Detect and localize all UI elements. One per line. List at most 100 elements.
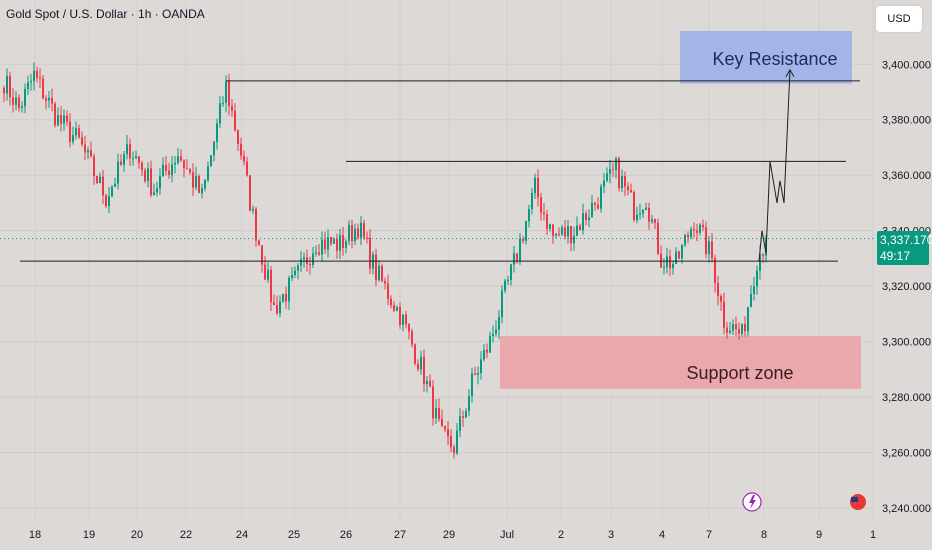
candle: [150, 168, 152, 195]
countdown-timer: 49:17: [880, 249, 911, 263]
candle: [546, 213, 548, 229]
candle: [126, 144, 128, 155]
x-tick-label: 29: [443, 529, 455, 541]
candle: [408, 324, 410, 332]
candle: [165, 164, 167, 171]
candle: [441, 419, 443, 427]
currency-button[interactable]: USD: [876, 6, 922, 32]
candle: [42, 78, 44, 99]
x-tick-label: 18: [29, 529, 41, 541]
candle: [504, 280, 506, 291]
candle: [282, 294, 284, 302]
candle: [579, 225, 581, 231]
candle: [117, 161, 119, 184]
candle: [534, 177, 536, 193]
candle: [438, 407, 440, 420]
candle: [186, 168, 188, 170]
y-tick-label: 3,300.000: [882, 337, 931, 349]
candle: [495, 329, 497, 334]
candle: [663, 266, 665, 268]
candle: [63, 115, 65, 124]
candle: [222, 102, 224, 104]
candle: [450, 436, 452, 447]
candle: [657, 222, 659, 254]
candle: [18, 97, 20, 108]
candle: [261, 245, 263, 265]
candle: [177, 156, 179, 163]
candle: [75, 128, 77, 136]
candle: [369, 238, 371, 269]
candle: [312, 253, 314, 266]
candle: [459, 416, 461, 431]
candle: [621, 176, 623, 188]
candle: [747, 307, 749, 332]
candle: [48, 97, 50, 101]
drawings[interactable]: [0, 68, 876, 262]
candle: [132, 158, 134, 160]
candle: [159, 175, 161, 189]
candle: [21, 106, 23, 108]
candle: [360, 222, 362, 238]
candle: [357, 228, 359, 238]
candle: [474, 373, 476, 375]
candle: [501, 290, 503, 318]
resistance-zone: [680, 30, 852, 84]
candle: [348, 224, 350, 242]
candle: [354, 228, 356, 242]
x-tick-label: 4: [659, 529, 665, 541]
candle: [699, 224, 701, 233]
candles: [3, 62, 767, 459]
candle: [417, 363, 419, 370]
candle: [378, 265, 380, 281]
candle: [687, 234, 689, 237]
candle: [174, 162, 176, 165]
candle: [600, 186, 602, 209]
y-tick-label: 3,240.000: [882, 503, 931, 515]
candle: [123, 154, 125, 165]
x-tick-label: 26: [340, 529, 352, 541]
candle: [270, 269, 272, 303]
candle: [30, 80, 32, 83]
candle: [711, 241, 713, 259]
candle: [573, 235, 575, 244]
candle: [93, 156, 95, 176]
candle: [9, 75, 11, 98]
candle: [300, 259, 302, 266]
candle: [420, 356, 422, 370]
candle: [57, 115, 59, 126]
candle: [543, 212, 545, 214]
candle: [462, 416, 464, 418]
last-price-value: 3,337.170: [880, 233, 932, 247]
candle: [756, 270, 758, 287]
zones: [500, 30, 861, 389]
candle: [648, 207, 650, 222]
candle: [639, 213, 641, 215]
candle: [339, 234, 341, 251]
candle: [678, 251, 680, 259]
projection-arrow: [785, 68, 795, 78]
candle: [519, 238, 521, 261]
axes: 3,240.000 3,260.000 3,280.000 3,300.000 3,32…: [29, 59, 931, 541]
candle: [537, 177, 539, 198]
candle: [705, 227, 707, 255]
candle: [690, 229, 692, 237]
candle: [729, 330, 731, 333]
candle: [216, 123, 218, 142]
candle: [15, 97, 17, 105]
candle: [753, 286, 755, 295]
candle: [258, 240, 260, 246]
candle: [675, 251, 677, 264]
candle: [333, 239, 335, 244]
candle: [330, 237, 332, 244]
candle: [513, 253, 515, 265]
candle: [738, 329, 740, 334]
candle: [528, 209, 530, 222]
candle: [615, 158, 617, 170]
candle: [435, 407, 437, 419]
candle: [606, 173, 608, 181]
candle: [81, 137, 83, 145]
candle: [27, 82, 29, 90]
x-tick-label: 22: [180, 529, 192, 541]
